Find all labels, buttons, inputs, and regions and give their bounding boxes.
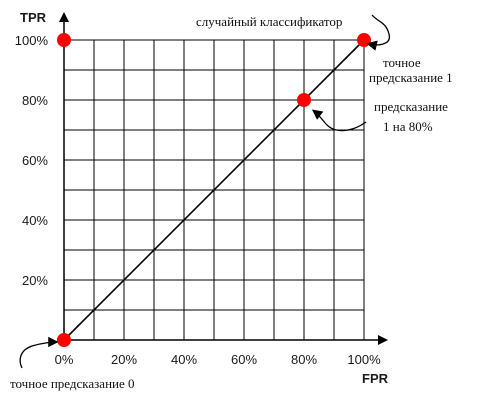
x-tick-label: 0% <box>55 352 74 367</box>
annotation-pred80-line1: предсказание <box>374 99 448 114</box>
annotation-perfect-1-line2: предсказание 1 <box>369 70 453 85</box>
data-point <box>297 93 311 107</box>
tick-labels: 0% 20% 40% 60% 80% 100% 20% 40% 60% 80% 100% <box>15 33 381 367</box>
points <box>57 33 371 347</box>
y-tick-label: 20% <box>22 273 48 288</box>
y-axis-title: TPR <box>20 10 47 25</box>
x-axis-title: FPR <box>362 371 389 386</box>
y-axis-arrow <box>59 12 69 22</box>
y-tick-label: 100% <box>15 33 49 48</box>
random-classifier-line <box>63 39 365 341</box>
y-tick-label: 40% <box>22 213 48 228</box>
y-tick-label: 60% <box>22 153 48 168</box>
diagonal-line <box>63 39 365 341</box>
data-point <box>357 33 371 47</box>
x-tick-label: 100% <box>347 352 381 367</box>
arrow-to-perfect-1 <box>366 14 391 51</box>
arrow-to-pred80 <box>311 109 367 132</box>
x-axis-arrow <box>378 335 388 345</box>
data-point <box>57 33 71 47</box>
axes <box>59 12 388 345</box>
x-tick-label: 60% <box>231 352 257 367</box>
annotation-random-classifier: случайный классификатор <box>196 14 342 29</box>
annotation-pred80-line2: 1 на 80% <box>383 119 433 134</box>
x-tick-label: 80% <box>291 352 317 367</box>
x-tick-label: 20% <box>111 352 137 367</box>
y-tick-label: 80% <box>22 93 48 108</box>
annotation-perfect-1-line1: точное <box>383 55 421 70</box>
data-point <box>57 333 71 347</box>
annotation-perfect-0: точное предсказание 0 <box>10 376 135 391</box>
x-tick-label: 40% <box>171 352 197 367</box>
arrow-to-perfect-0 <box>19 336 59 369</box>
